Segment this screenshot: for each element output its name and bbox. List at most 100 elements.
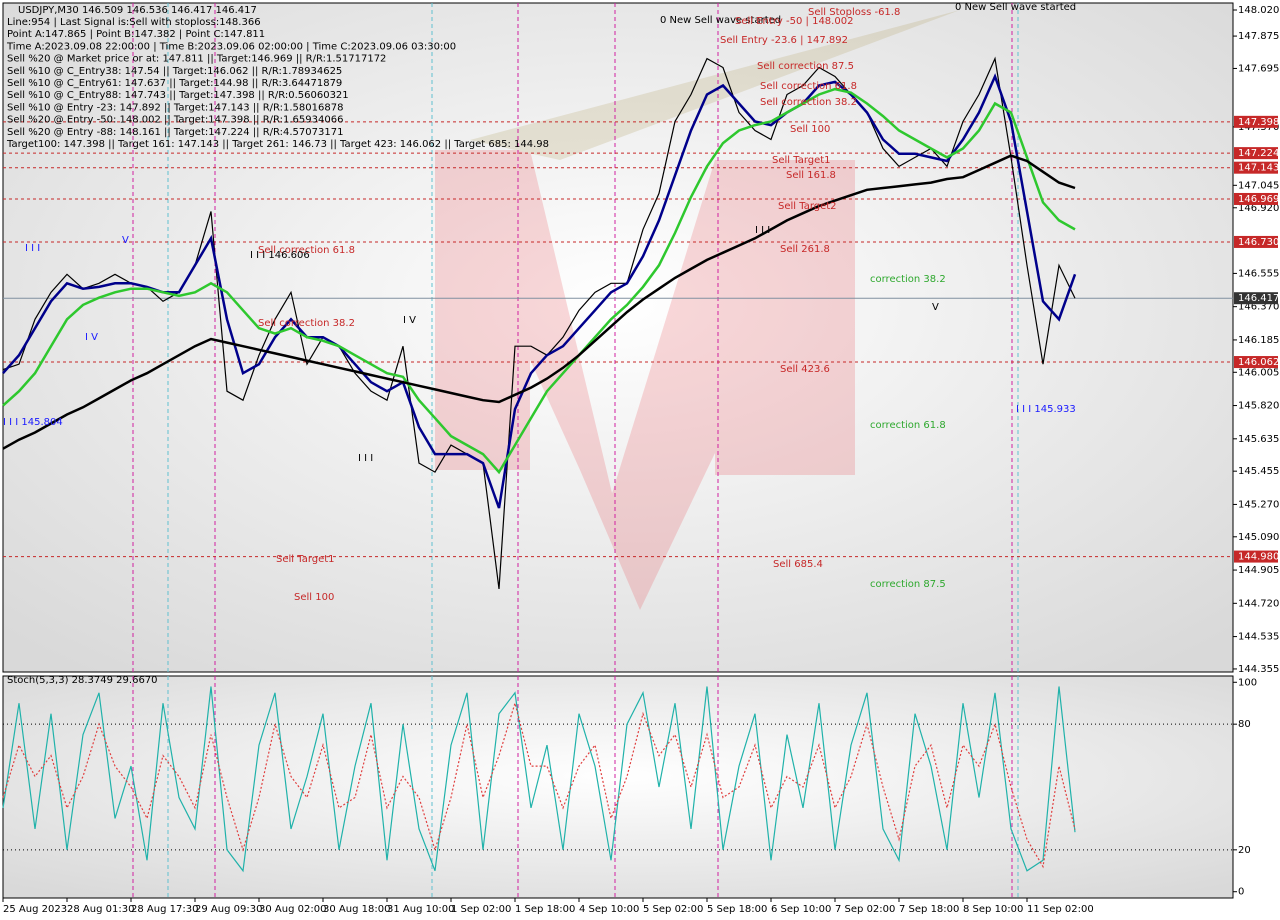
annotation: Sell correction 61.8 — [760, 81, 857, 92]
annotation: I V — [85, 332, 98, 343]
stoch-title: Stoch(5,3,3) 28.3749 29.6670 — [7, 675, 158, 686]
info-line: Line:954 | Last Signal is:Sell with stop… — [7, 17, 261, 28]
y-tick-label: 146.005 — [1238, 367, 1279, 378]
x-tick-label: 8 Sep 10:00 — [963, 904, 1023, 915]
annotation: Sell Target1 — [772, 155, 831, 166]
y-tick-label: 145.635 — [1238, 434, 1279, 445]
y-tick-label: 144.355 — [1238, 664, 1279, 675]
annotation: I I I — [755, 225, 770, 236]
annotation: I I I — [25, 243, 40, 254]
y-tick-label: 144.905 — [1238, 565, 1279, 576]
annotation: Sell 261.8 — [780, 244, 830, 255]
annotation: Sell Entry -50 | 148.002 — [735, 16, 853, 27]
annotation: Sell 423.6 — [780, 364, 830, 375]
x-tick-label: 4 Sep 10:00 — [579, 904, 639, 915]
level-box — [1234, 235, 1278, 248]
y-tick-label: 147.875 — [1238, 31, 1279, 42]
x-tick-label: 30 Aug 18:00 — [323, 904, 390, 915]
annotation: correction 38.2 — [870, 274, 946, 285]
info-line: Sell %10 @ C_Entry38: 147.54 || Target:1… — [7, 66, 342, 77]
level-label: 147.224 — [1238, 148, 1279, 159]
annotation: Sell Target1 — [276, 554, 335, 565]
x-tick-label: 6 Sep 10:00 — [771, 904, 831, 915]
annotation: Sell Stoploss -61.8 — [808, 7, 900, 18]
y-tick-label: 146.920 — [1238, 203, 1279, 214]
annotation: Sell 100 — [294, 592, 334, 603]
annotation: correction 61.8 — [870, 420, 946, 431]
y-tick-label: 145.455 — [1238, 466, 1279, 477]
annotation: I I I 145.804 — [3, 417, 63, 428]
annotation: Sell 685.4 — [773, 559, 823, 570]
x-tick-label: 1 Sep 18:00 — [515, 904, 575, 915]
x-tick-label: 28 Aug 17:30 — [131, 904, 198, 915]
annotation: Sell Target2 — [778, 201, 837, 212]
annotation: I I I — [358, 453, 373, 464]
annotation: Sell correction 87.5 — [757, 61, 854, 72]
info-line: Target100: 147.398 || Target 161: 147.14… — [6, 139, 549, 150]
level-box — [1234, 161, 1278, 174]
annotation: Sell correction 38.2 — [760, 97, 857, 108]
info-line: Sell %10 @ C_Entry61: 147.637 || Target:… — [7, 78, 342, 89]
y-tick-label: 100 — [1238, 677, 1257, 688]
level-label: 146.730 — [1238, 237, 1279, 248]
annotation: Sell Entry -23.6 | 147.892 — [720, 35, 848, 46]
y-tick-label: 145.270 — [1238, 499, 1279, 510]
info-line: Point A:147.865 | Point B:147.382 | Poin… — [7, 29, 265, 40]
annotation: Sell correction 61.8 — [258, 245, 355, 256]
info-line: Sell %20 @ Entry -88: 148.161 || Target:… — [7, 127, 343, 138]
level-box — [1234, 356, 1278, 369]
level-box — [1234, 192, 1278, 205]
stoch-panel — [2, 675, 1234, 899]
last-price-label: 146.417 — [1238, 293, 1279, 304]
info-line: Sell %20 @ Entry -50: 148.002 || Target:… — [7, 115, 343, 126]
y-tick-label: 145.820 — [1238, 401, 1279, 412]
series-line — [2, 154, 1076, 450]
y-tick-label: 145.090 — [1238, 532, 1279, 543]
x-tick-label: 28 Aug 01:30 — [67, 904, 134, 915]
x-tick-label: 25 Aug 2023 — [3, 904, 67, 915]
level-box — [1234, 550, 1278, 563]
annotation: I I I 146.606 — [250, 250, 310, 261]
y-tick-label: 144.535 — [1238, 632, 1279, 643]
info-line: Time A:2023.09.08 22:00:00 | Time B:2023… — [6, 41, 456, 52]
level-box — [1234, 147, 1278, 160]
x-tick-label: 31 Aug 10:00 — [387, 904, 454, 915]
annotation: I I I 145.933 — [1016, 404, 1076, 415]
level-label: 146.062 — [1238, 357, 1279, 368]
annotation: I V — [403, 315, 416, 326]
x-tick-label: 11 Sep 02:00 — [1027, 904, 1094, 915]
y-tick-label: 20 — [1238, 845, 1251, 856]
x-tick-label: 5 Sep 02:00 — [643, 904, 703, 915]
annotation: V — [122, 235, 129, 246]
level-box — [1234, 115, 1278, 128]
x-tick-label: 7 Sep 02:00 — [835, 904, 895, 915]
series-line — [2, 87, 1076, 475]
annotation: Sell 161.8 — [786, 170, 836, 181]
level-label: 144.980 — [1238, 552, 1279, 563]
x-tick-label: 29 Aug 09:30 — [195, 904, 262, 915]
y-tick-label: 146.185 — [1238, 335, 1279, 346]
level-label: 147.398 — [1238, 117, 1279, 128]
annotation: V — [932, 302, 939, 313]
y-tick-label: 0 — [1238, 887, 1244, 898]
series-line — [2, 686, 1076, 873]
annotation: 0 New Sell wave started — [955, 2, 1076, 13]
y-tick-label: 147.045 — [1238, 180, 1279, 191]
price-panel — [2, 2, 1234, 673]
series-line — [2, 73, 1077, 509]
x-tick-label: 30 Aug 02:00 — [259, 904, 326, 915]
info-line: Sell %10 @ C_Entry88: 147.743 || Target:… — [7, 90, 349, 101]
x-tick-label: 7 Sep 18:00 — [899, 904, 959, 915]
chart-title: USDJPY,M30 146.509 146.536 146.417 146.4… — [18, 5, 257, 16]
level-label: 147.143 — [1238, 163, 1279, 174]
last-price-box — [1234, 292, 1278, 305]
x-tick-label: 5 Sep 18:00 — [707, 904, 767, 915]
level-label: 146.969 — [1238, 194, 1279, 205]
y-tick-label: 146.555 — [1238, 268, 1279, 279]
series-line — [2, 700, 1076, 869]
y-tick-label: 147.695 — [1238, 63, 1279, 74]
annotation: Sell 100 — [790, 124, 830, 135]
x-tick-label: 1 Sep 02:00 — [451, 904, 511, 915]
